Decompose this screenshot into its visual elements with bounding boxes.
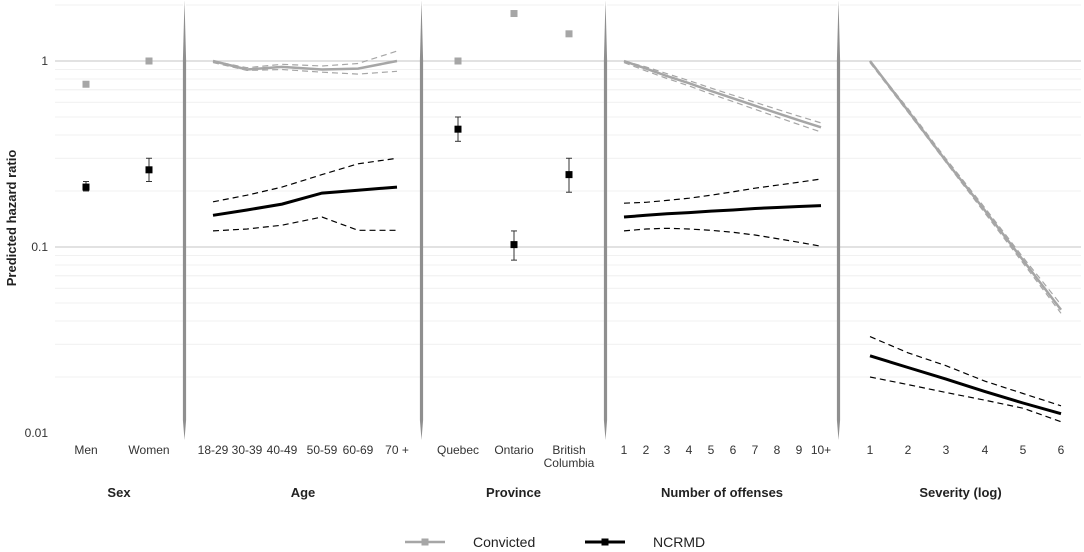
- x-tick-label: 6: [1058, 443, 1065, 457]
- convicted-ci-upper: [623, 60, 822, 124]
- y-tick-label: 1: [41, 54, 48, 68]
- ncrmd-ci-lower: [212, 216, 397, 232]
- panel-title: Number of offenses: [661, 485, 783, 500]
- ncrmd-ci-lower: [869, 376, 1062, 423]
- ncrmd-ci-lower: [623, 227, 822, 247]
- ncrmd-line: [869, 354, 1062, 416]
- ncrmd-ci-upper: [212, 157, 398, 203]
- panel-gridlines: [186, 4, 420, 378]
- x-tick-label: 5: [1020, 443, 1027, 457]
- panel-title: Province: [486, 485, 541, 500]
- convicted-point: [454, 57, 462, 65]
- ncrmd-ci-upper: [869, 336, 1062, 407]
- panel-separator: [419, 0, 424, 440]
- x-tick-label: British Columbia: [544, 443, 595, 470]
- x-tick-label: 10+: [811, 443, 831, 457]
- x-tick-label: 3: [664, 443, 671, 457]
- x-tick-label: 5: [708, 443, 715, 457]
- x-tick-label: Quebec: [437, 443, 479, 457]
- legend-marker: [421, 538, 429, 546]
- x-tick-label: 7: [752, 443, 759, 457]
- legend-marker: [601, 538, 609, 546]
- convicted-ci-lower: [623, 62, 822, 133]
- convicted-line: [623, 59, 822, 129]
- x-tick-label: 40-49: [267, 443, 298, 457]
- panel-title: Sex: [107, 485, 131, 500]
- panel-separator: [182, 0, 187, 440]
- x-tick-label: 60-69: [343, 443, 374, 457]
- panel-gridlines: [840, 4, 1081, 378]
- panel-gridlines: [55, 4, 183, 378]
- panel-title: Age: [291, 485, 316, 500]
- y-tick-label: 0.01: [25, 426, 49, 440]
- convicted-point: [565, 30, 573, 38]
- legend-label: NCRMD: [653, 534, 705, 550]
- ncrmd-point: [454, 125, 462, 133]
- x-tick-label: 6: [730, 443, 737, 457]
- panel-gridlines: [607, 4, 837, 378]
- convicted-ci-lower: [212, 62, 398, 75]
- x-tick-label: 4: [686, 443, 693, 457]
- x-tick-label: 4: [982, 443, 989, 457]
- ncrmd-point: [82, 183, 90, 191]
- legend-item: NCRMD: [585, 534, 705, 550]
- x-tick-label: 1: [621, 443, 628, 457]
- ncrmd-point: [565, 171, 573, 179]
- x-tick-label: 2: [905, 443, 912, 457]
- panel-gridlines: [423, 4, 604, 378]
- legend-label: Convicted: [473, 534, 535, 550]
- convicted-point: [82, 80, 90, 88]
- convicted-line: [212, 59, 398, 71]
- x-tick-label: Men: [74, 443, 97, 457]
- convicted-line: [869, 60, 1062, 311]
- x-tick-label: Women: [128, 443, 169, 457]
- x-tick-label: 70 +: [385, 443, 409, 457]
- panel-separator: [603, 0, 608, 440]
- x-tick-label: 1: [867, 443, 874, 457]
- x-tick-label: 3: [943, 443, 950, 457]
- legend-item: Convicted: [405, 534, 535, 550]
- x-tick-label: 18-29: [198, 443, 229, 457]
- ncrmd-line: [212, 185, 398, 217]
- y-axis-label: Predicted hazard ratio: [4, 150, 19, 287]
- ncrmd-point: [145, 166, 153, 174]
- y-tick-label: 0.1: [31, 240, 48, 254]
- ncrmd-line: [623, 204, 822, 219]
- panel-separator: [836, 0, 841, 440]
- x-tick-label: 2: [643, 443, 650, 457]
- panel-title: Severity (log): [919, 485, 1001, 500]
- convicted-ci-upper: [212, 50, 398, 69]
- x-tick-label: 8: [774, 443, 781, 457]
- x-tick-label: Ontario: [494, 443, 534, 457]
- convicted-point: [145, 57, 153, 65]
- ncrmd-point: [510, 241, 518, 249]
- convicted-point: [510, 10, 518, 18]
- x-tick-label: 30-39: [232, 443, 263, 457]
- x-tick-label: 50-59: [307, 443, 338, 457]
- ncrmd-ci-upper: [623, 178, 822, 204]
- x-tick-label: 9: [796, 443, 803, 457]
